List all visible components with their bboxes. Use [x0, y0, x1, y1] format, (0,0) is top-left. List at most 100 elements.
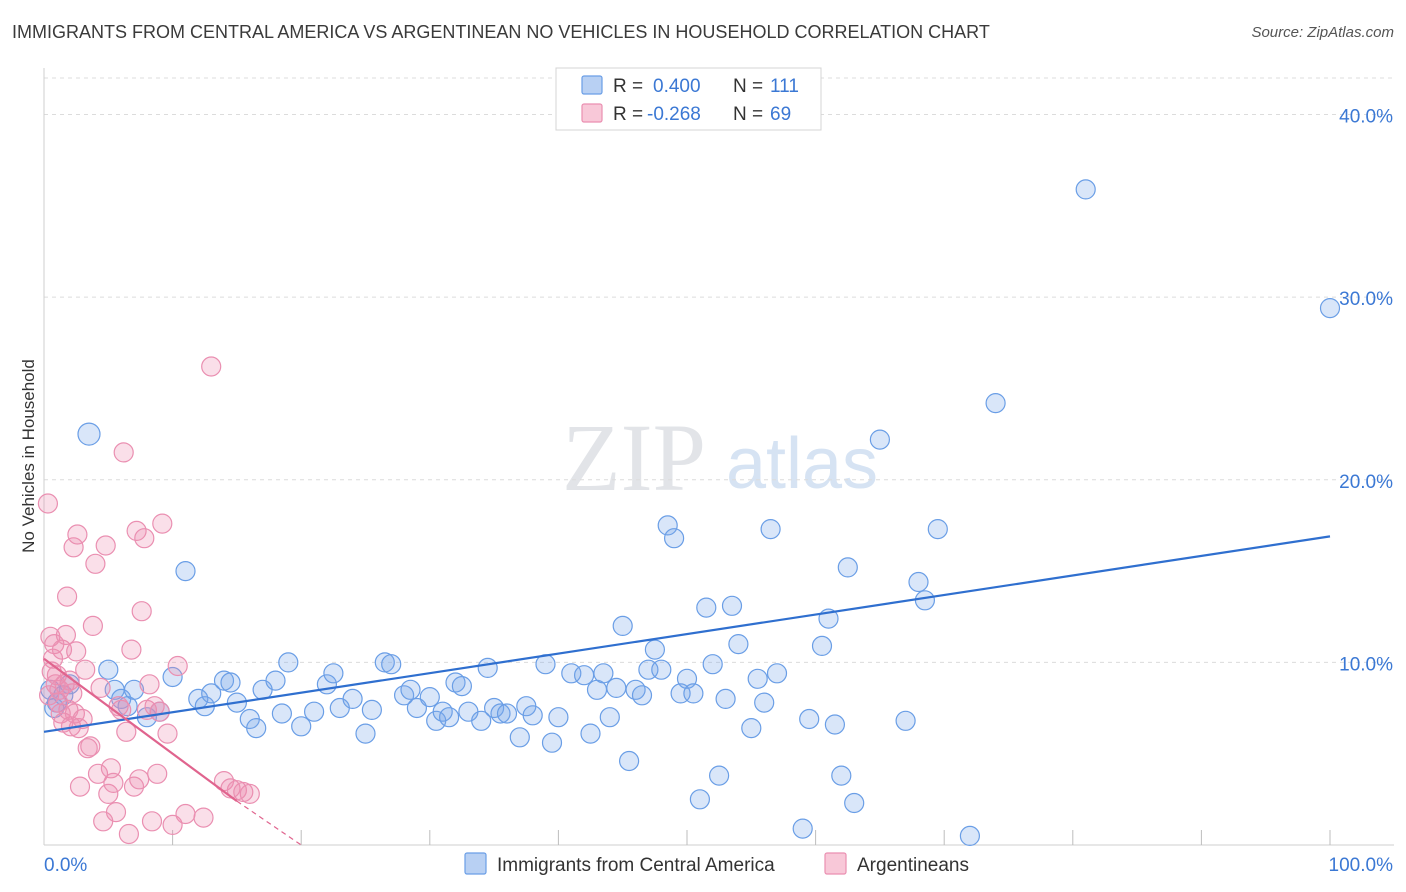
point-central-america — [799, 708, 820, 730]
point-central-america — [496, 703, 518, 724]
point-central-america — [741, 717, 762, 739]
point-central-america — [625, 679, 646, 700]
stats-swatch-pink — [581, 103, 603, 123]
point-argentinean — [147, 763, 168, 784]
stats-legend: R = 0.400 N = 111 R = -0.268 N = 69 — [555, 67, 822, 131]
point-central-america — [760, 518, 781, 540]
stats-n-label-pink: N = — [733, 104, 763, 125]
point-central-america — [361, 699, 382, 721]
point-argentinean — [103, 772, 124, 794]
point-central-america — [123, 679, 145, 700]
point-argentinean — [149, 701, 170, 722]
point-central-america — [291, 716, 312, 737]
point-central-america — [246, 717, 267, 739]
point-central-america — [509, 727, 530, 748]
point-central-america — [265, 670, 286, 691]
point-central-america — [381, 654, 402, 675]
point-central-america — [406, 697, 427, 719]
point-central-america — [419, 686, 440, 708]
y-tick-label: 30.0% — [1339, 289, 1393, 310]
point-central-america — [696, 597, 717, 618]
watermark: ZIP atlas — [562, 404, 878, 511]
bottom-legend: Immigrants from Central America Argentin… — [464, 852, 969, 876]
y-tick-label: 20.0% — [1339, 472, 1393, 493]
point-central-america — [663, 528, 685, 549]
point-central-america — [747, 668, 768, 689]
trend-line-argentineans — [43, 657, 238, 803]
legend-swatch-argentineans — [824, 852, 847, 875]
point-central-america — [220, 672, 241, 693]
point-central-america — [561, 663, 582, 684]
point-central-america — [702, 654, 723, 675]
point-argentinean — [141, 811, 163, 832]
point-central-america — [477, 657, 498, 679]
point-central-america — [432, 701, 453, 722]
point-central-america — [593, 663, 614, 684]
series-central-america-points — [40, 179, 1341, 847]
point-argentinean — [85, 553, 106, 574]
point-argentinean — [59, 670, 80, 691]
point-central-america — [201, 683, 222, 704]
stats-n-value-pink: 69 — [770, 104, 791, 125]
point-argentinean — [113, 442, 134, 463]
point-central-america — [895, 710, 916, 731]
point-central-america — [1319, 298, 1341, 319]
point-central-america — [837, 557, 858, 578]
point-argentinean — [121, 639, 142, 660]
point-argentinean — [157, 723, 178, 744]
trend-line-central-america — [43, 535, 1331, 733]
series-argentineans-points — [37, 356, 260, 845]
point-central-america — [573, 665, 595, 686]
point-central-america — [175, 560, 196, 582]
point-argentinean — [72, 708, 93, 730]
point-central-america — [721, 595, 743, 616]
point-argentinean — [98, 783, 119, 805]
point-argentinean — [87, 763, 109, 784]
point-argentinean — [63, 537, 84, 558]
chart-title: IMMIGRANTS FROM CENTRAL AMERICA VS ARGEN… — [12, 22, 990, 42]
point-central-america — [831, 765, 852, 786]
point-central-america — [869, 429, 891, 450]
legend-label-argentineans: Argentineans — [857, 855, 969, 876]
stats-n-value-blue: 111 — [770, 76, 799, 97]
point-central-america — [824, 714, 846, 735]
point-argentinean — [116, 721, 137, 742]
point-argentinean — [95, 535, 116, 556]
point-argentinean — [126, 520, 147, 542]
point-central-america — [728, 633, 749, 655]
point-central-america — [651, 659, 672, 680]
point-central-america — [908, 571, 929, 593]
point-argentinean — [80, 736, 101, 757]
point-central-america — [618, 750, 640, 772]
point-argentinean — [162, 814, 183, 836]
point-central-america — [914, 590, 936, 611]
tick-labels: 10.0% 20.0% 30.0% 40.0% 0.0% 100.0% — [44, 107, 1393, 876]
point-central-america — [278, 652, 299, 673]
point-argentinean — [201, 356, 222, 377]
point-central-america — [985, 393, 1006, 414]
point-central-america — [657, 515, 678, 536]
point-argentinean — [69, 776, 91, 797]
point-argentinean — [56, 586, 78, 607]
trend-lines — [43, 535, 1331, 846]
point-central-america — [599, 707, 620, 728]
stats-swatch-blue — [581, 75, 603, 95]
y-tick-label: 10.0% — [1339, 654, 1393, 675]
point-central-america — [766, 663, 788, 684]
point-argentinean — [58, 699, 79, 721]
point-central-america — [683, 683, 704, 704]
y-axis-label: No Vehicles in Household — [19, 359, 38, 553]
x-tick-label: 0.0% — [44, 855, 87, 876]
point-central-america — [959, 825, 981, 847]
point-central-america — [522, 705, 543, 726]
point-central-america — [451, 675, 472, 697]
point-argentinean — [55, 624, 77, 646]
point-central-america — [708, 765, 730, 786]
point-central-america — [445, 672, 466, 693]
point-central-america — [304, 701, 325, 722]
point-central-america — [754, 692, 775, 713]
point-central-america — [484, 697, 505, 719]
point-argentinean — [75, 659, 96, 680]
point-central-america — [927, 518, 948, 540]
point-central-america — [811, 635, 833, 657]
